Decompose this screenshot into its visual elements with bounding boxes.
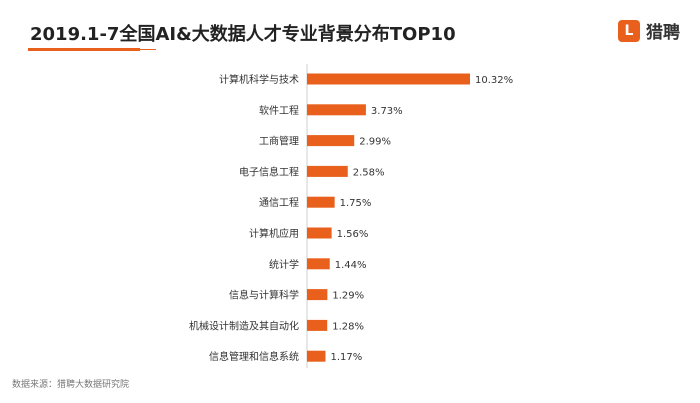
data-label: 1.44%	[335, 260, 367, 271]
category-label: 计算机应用	[249, 227, 299, 240]
bar	[307, 196, 335, 208]
data-label: 2.58%	[353, 167, 385, 178]
data-label: 1.28%	[332, 321, 364, 332]
category-label: 信息管理和信息系统	[209, 350, 299, 363]
category-label: 电子信息工程	[239, 165, 299, 178]
bar	[307, 319, 328, 331]
liepin-logo-icon: L	[618, 19, 640, 42]
data-label: 1.75%	[340, 198, 372, 209]
bar	[307, 289, 328, 301]
bar	[307, 258, 330, 270]
data-label: 1.29%	[332, 291, 364, 302]
data-source-note: 数据来源：猎聘大数据研究院	[12, 380, 130, 390]
bar	[307, 73, 470, 85]
title-underline	[28, 48, 140, 51]
bar	[307, 350, 326, 362]
brand-name: 猎聘	[646, 23, 680, 43]
data-label: 1.17%	[330, 352, 362, 363]
category-label: 工商管理	[259, 135, 299, 148]
data-label: 10.32%	[475, 75, 513, 86]
brand-logo: L 猎聘	[618, 18, 680, 43]
category-label: 机械设计制造及其自动化	[189, 319, 299, 332]
bar	[307, 227, 332, 239]
data-label: 2.99%	[359, 137, 391, 148]
bar	[307, 135, 355, 147]
bar	[307, 104, 366, 116]
title-underline-thin	[140, 49, 156, 50]
data-label: 3.73%	[371, 106, 403, 117]
bar	[307, 165, 348, 177]
data-label: 1.56%	[337, 229, 369, 240]
category-label: 计算机科学与技术	[219, 73, 299, 86]
category-label: 统计学	[269, 258, 299, 271]
chart-title: 2019.1-7全国AI&大数据人才专业背景分布TOP10	[30, 24, 456, 45]
category-label: 通信工程	[259, 197, 299, 209]
category-label: 信息与计算科学	[229, 289, 299, 302]
category-label: 软件工程	[259, 104, 299, 117]
